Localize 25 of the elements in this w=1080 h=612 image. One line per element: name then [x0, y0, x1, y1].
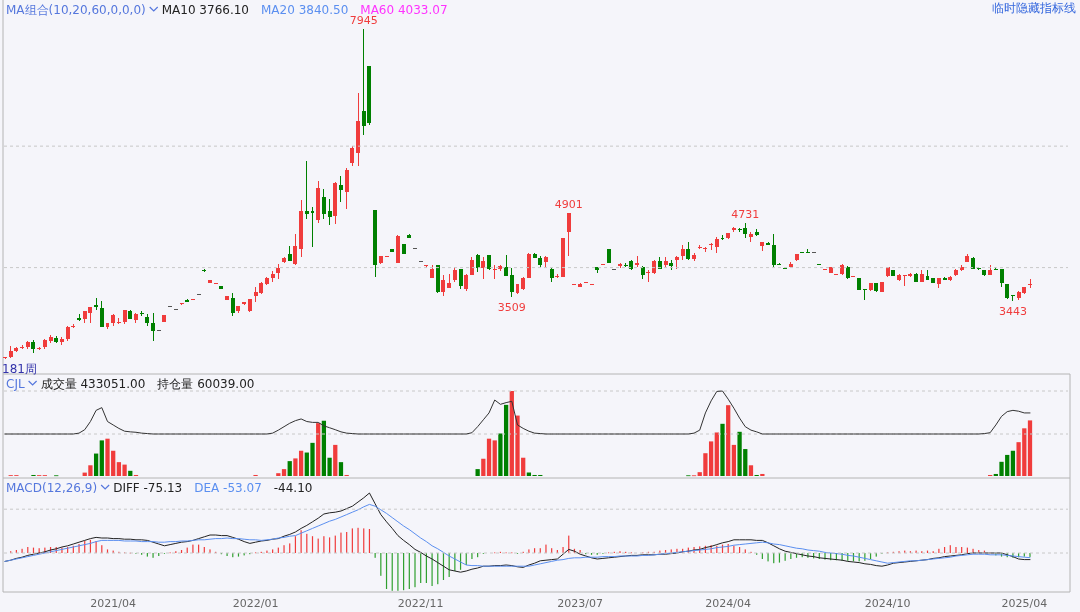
annotation: 成交量 433051.00 — [40, 377, 146, 391]
annotation: DIFF -75.13 — [113, 481, 183, 495]
annotation: 4901 — [554, 197, 583, 211]
x-tick-label: 2022/11 — [397, 597, 444, 610]
annotation: 3443 — [998, 304, 1027, 318]
x-tick-label: 2024/10 — [864, 597, 911, 610]
x-tick-label: 2023/07 — [557, 597, 603, 610]
annotation: 3509 — [497, 300, 526, 314]
annotation: 持仓量 60039.00 — [157, 377, 255, 391]
text: 临时隐藏指标线 — [992, 1, 1076, 15]
annotation: DEA -53.07 — [194, 481, 262, 495]
annotation: MACD(12,26,9) — [6, 481, 98, 495]
x-tick-label: 2025/04 — [1001, 597, 1048, 610]
annotation: -44.10 — [273, 481, 313, 495]
text: MA10 3766.10 — [161, 3, 249, 17]
annotation: CJL — [6, 377, 25, 391]
annotation: 4731 — [731, 208, 760, 222]
text: MA60 4033.07 — [360, 3, 448, 17]
text: 181周 — [2, 362, 37, 376]
annotation: 7945 — [349, 14, 378, 27]
text: MA20 3840.50 — [261, 3, 349, 17]
x-tick-label: 2024/04 — [705, 597, 752, 610]
x-tick-label: 2022/01 — [232, 597, 279, 610]
x-tick-label: 2021/04 — [90, 597, 137, 610]
text: MA组合(10,20,60,0,0,0) — [6, 3, 146, 17]
